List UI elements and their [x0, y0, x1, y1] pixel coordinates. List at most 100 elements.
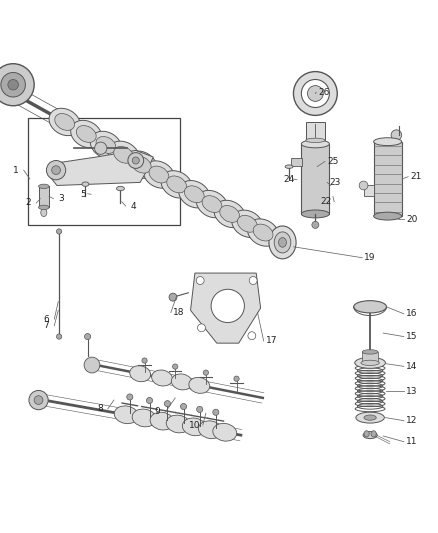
Circle shape	[0, 64, 34, 106]
Ellipse shape	[132, 409, 156, 427]
Ellipse shape	[198, 421, 223, 439]
Circle shape	[234, 376, 239, 381]
Text: 23: 23	[329, 178, 341, 187]
Circle shape	[312, 221, 319, 229]
Bar	[362, 352, 378, 361]
Ellipse shape	[274, 232, 291, 253]
Bar	[301, 144, 329, 214]
Polygon shape	[191, 273, 261, 343]
Ellipse shape	[126, 151, 157, 179]
Ellipse shape	[220, 206, 240, 222]
Ellipse shape	[117, 187, 124, 191]
Ellipse shape	[131, 156, 151, 173]
Circle shape	[169, 293, 177, 301]
Ellipse shape	[150, 412, 174, 430]
Ellipse shape	[114, 406, 138, 424]
Text: 1: 1	[13, 166, 19, 175]
Bar	[364, 185, 374, 197]
Ellipse shape	[130, 366, 151, 382]
Text: 9: 9	[155, 407, 161, 416]
Circle shape	[1, 72, 25, 97]
Ellipse shape	[361, 360, 379, 366]
Ellipse shape	[189, 377, 210, 393]
Text: 4: 4	[131, 201, 136, 211]
Circle shape	[84, 357, 100, 373]
Bar	[374, 142, 402, 216]
Ellipse shape	[166, 415, 190, 433]
Circle shape	[85, 334, 91, 340]
Ellipse shape	[356, 412, 385, 423]
Ellipse shape	[232, 210, 263, 238]
Ellipse shape	[306, 138, 325, 142]
Ellipse shape	[202, 196, 222, 213]
Ellipse shape	[167, 176, 187, 193]
Circle shape	[180, 403, 187, 409]
Ellipse shape	[171, 374, 192, 390]
Circle shape	[57, 229, 62, 234]
Circle shape	[198, 324, 205, 332]
Ellipse shape	[90, 131, 122, 159]
Ellipse shape	[374, 212, 402, 220]
Ellipse shape	[301, 140, 329, 148]
Circle shape	[132, 157, 139, 164]
Bar	[291, 158, 302, 166]
Circle shape	[359, 181, 368, 190]
Text: 8: 8	[97, 405, 103, 414]
Ellipse shape	[364, 415, 376, 420]
Ellipse shape	[76, 126, 96, 142]
Text: 19: 19	[364, 253, 376, 262]
Circle shape	[391, 130, 402, 140]
Ellipse shape	[149, 166, 169, 183]
Circle shape	[293, 71, 337, 115]
Ellipse shape	[39, 205, 49, 209]
Ellipse shape	[82, 182, 89, 187]
Ellipse shape	[364, 431, 369, 437]
Ellipse shape	[279, 238, 286, 247]
Bar	[306, 122, 325, 140]
Circle shape	[146, 398, 152, 403]
Text: 14: 14	[406, 362, 417, 371]
Ellipse shape	[108, 141, 139, 168]
Ellipse shape	[96, 136, 116, 154]
Ellipse shape	[371, 431, 376, 437]
Ellipse shape	[363, 432, 377, 439]
Text: 3: 3	[58, 194, 64, 203]
Text: 25: 25	[327, 157, 339, 166]
Circle shape	[164, 401, 170, 407]
Circle shape	[127, 394, 133, 400]
Circle shape	[128, 152, 144, 168]
Ellipse shape	[179, 181, 210, 208]
Circle shape	[57, 334, 62, 339]
Ellipse shape	[285, 165, 293, 168]
Circle shape	[29, 391, 48, 410]
Ellipse shape	[213, 423, 237, 441]
Circle shape	[196, 277, 204, 285]
Text: 6: 6	[43, 314, 49, 324]
Text: 11: 11	[406, 437, 417, 446]
Circle shape	[46, 160, 66, 180]
Polygon shape	[48, 150, 153, 185]
Ellipse shape	[237, 215, 257, 232]
Text: 2: 2	[26, 198, 31, 207]
Circle shape	[34, 395, 43, 405]
Circle shape	[173, 364, 178, 369]
Text: 26: 26	[318, 87, 330, 96]
Text: 10: 10	[189, 421, 201, 430]
Ellipse shape	[196, 190, 228, 218]
Ellipse shape	[184, 186, 204, 203]
Ellipse shape	[71, 120, 102, 148]
Ellipse shape	[143, 161, 175, 188]
Bar	[39, 187, 49, 207]
Circle shape	[211, 289, 244, 322]
Text: 7: 7	[43, 321, 49, 330]
Ellipse shape	[161, 171, 192, 198]
Circle shape	[249, 277, 257, 285]
Ellipse shape	[354, 301, 387, 313]
Circle shape	[213, 409, 219, 415]
Text: 24: 24	[283, 175, 295, 184]
Ellipse shape	[214, 200, 245, 228]
Ellipse shape	[55, 114, 74, 131]
Circle shape	[95, 142, 107, 155]
Ellipse shape	[49, 108, 80, 135]
Text: 21: 21	[410, 172, 422, 181]
